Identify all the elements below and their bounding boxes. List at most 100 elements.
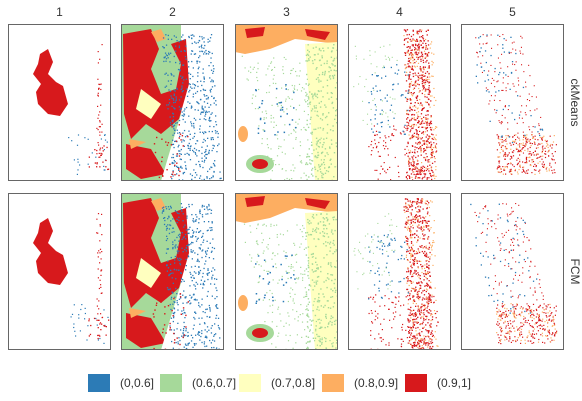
pixel	[426, 263, 427, 264]
pixel	[527, 148, 528, 149]
pixel	[513, 150, 514, 151]
pixel	[214, 164, 215, 165]
pixel	[383, 140, 384, 141]
pixel	[318, 301, 319, 302]
pixel	[414, 47, 415, 48]
pixel	[177, 167, 178, 168]
pixel	[498, 161, 499, 162]
pixel	[529, 240, 530, 241]
pixel	[298, 278, 299, 279]
pixel	[375, 72, 376, 73]
pixel	[412, 145, 413, 146]
pixel	[422, 137, 423, 138]
pixel	[412, 346, 413, 347]
pixel	[314, 105, 315, 106]
pixel	[106, 326, 107, 327]
pixel	[410, 206, 411, 207]
pixel	[78, 318, 79, 319]
pixel	[405, 223, 406, 224]
pixel	[199, 61, 200, 62]
pixel	[424, 251, 425, 252]
pixel	[306, 162, 307, 163]
pixel	[319, 60, 320, 61]
pixel	[105, 160, 106, 161]
pixel	[270, 63, 271, 64]
pixel	[98, 157, 99, 158]
pixel	[208, 107, 209, 108]
pixel	[544, 303, 545, 304]
pixel	[508, 310, 509, 311]
pixel	[523, 145, 524, 146]
pixel	[328, 278, 329, 279]
pixel	[435, 339, 436, 340]
pixel	[390, 285, 391, 286]
pixel	[505, 106, 506, 107]
map-content	[475, 34, 557, 175]
pixel	[389, 275, 390, 276]
pixel	[216, 296, 217, 297]
pixel	[334, 65, 335, 66]
pixel	[286, 99, 287, 100]
pixel	[426, 144, 427, 145]
pixel	[496, 324, 497, 325]
pixel	[526, 105, 527, 106]
pixel	[414, 167, 415, 168]
pixel	[190, 243, 191, 244]
pixel	[176, 40, 177, 41]
pixel	[519, 143, 520, 144]
pixel	[423, 88, 424, 89]
pixel	[333, 44, 334, 45]
pixel	[353, 86, 354, 87]
pixel	[409, 126, 410, 127]
pixel	[405, 53, 406, 54]
pixel	[421, 331, 422, 332]
pixel	[308, 267, 309, 268]
pixel	[100, 105, 101, 106]
pixel	[199, 261, 200, 262]
pixel	[207, 268, 208, 269]
pixel	[317, 170, 318, 171]
pixel	[172, 174, 173, 175]
pixel	[214, 145, 215, 146]
pixel	[398, 292, 399, 293]
pixel	[418, 142, 419, 143]
pixel	[268, 248, 269, 249]
pixel	[501, 149, 502, 150]
pixel	[200, 336, 201, 337]
pixel	[422, 328, 423, 329]
pixel	[187, 332, 188, 333]
pixel	[550, 144, 551, 145]
pixel	[384, 305, 385, 306]
pixel	[190, 150, 191, 151]
pixel	[101, 251, 102, 252]
pixel	[338, 328, 339, 329]
pixel	[98, 256, 99, 257]
pixel	[422, 57, 423, 58]
pixel	[179, 153, 180, 154]
pixel	[395, 311, 396, 312]
pixel	[414, 88, 415, 89]
pixel	[416, 54, 417, 55]
pixel	[271, 118, 272, 119]
pixel	[210, 91, 211, 92]
pixel	[421, 52, 422, 53]
pixel	[410, 259, 411, 260]
pixel	[414, 152, 415, 153]
pixel	[369, 313, 370, 314]
pixel	[504, 235, 505, 236]
pixel	[213, 80, 214, 81]
pixel	[306, 291, 307, 292]
pixel	[417, 139, 418, 140]
pixel	[422, 171, 423, 172]
pixel	[204, 155, 205, 156]
pixel	[374, 301, 375, 302]
pixel	[101, 138, 102, 139]
pixel	[527, 142, 528, 143]
pixel	[169, 99, 170, 100]
pixel	[368, 146, 369, 147]
pixel	[310, 119, 311, 120]
pixel	[369, 251, 370, 252]
pixel	[422, 54, 423, 55]
pixel	[433, 174, 434, 175]
pixel	[378, 132, 379, 133]
